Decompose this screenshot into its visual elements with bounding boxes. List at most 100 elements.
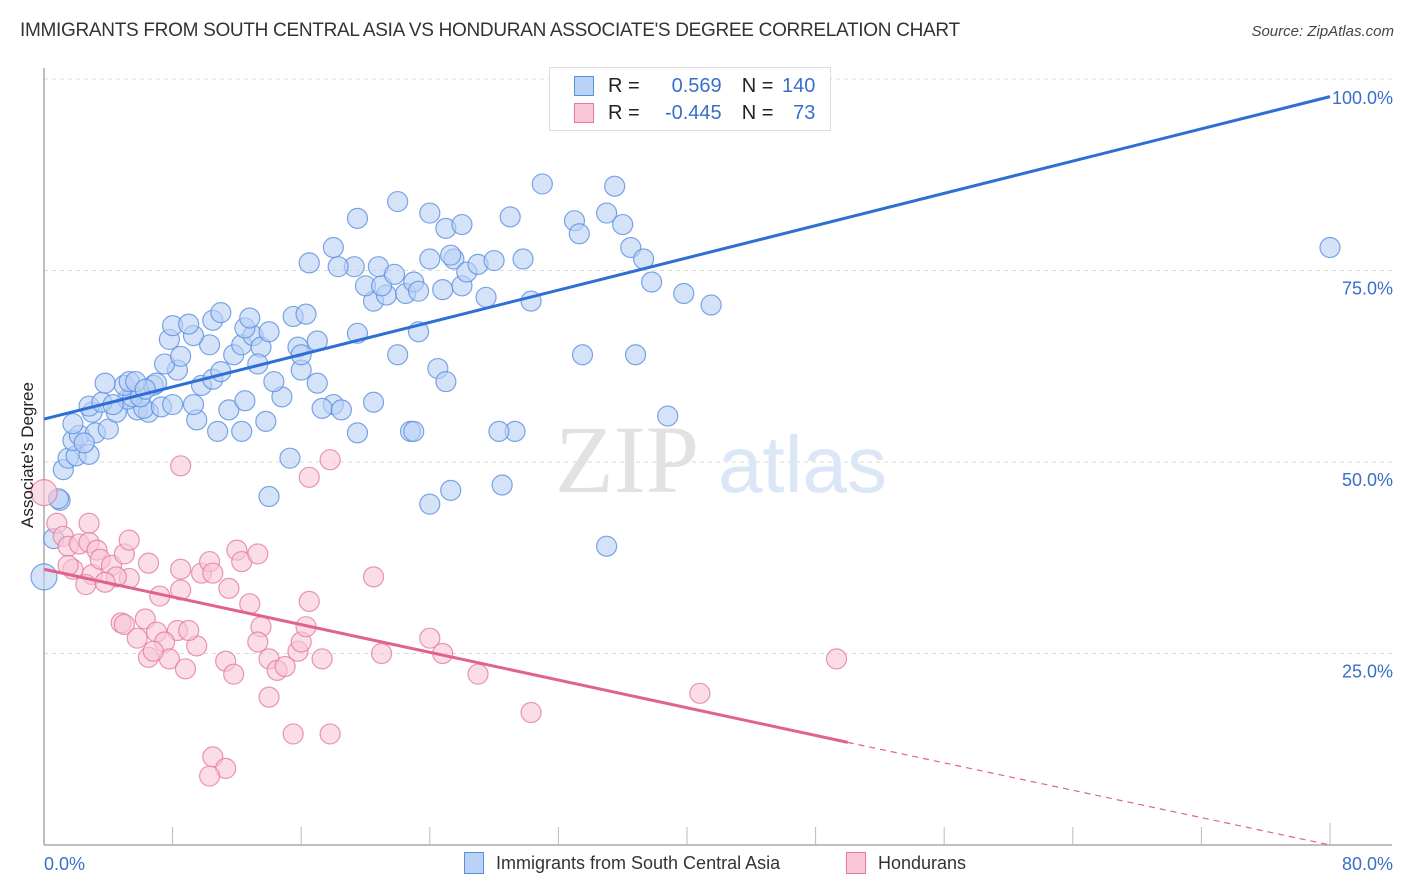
legend-row-south-central-asia: R = 0.569 N = 140 <box>574 73 815 99</box>
data-point <box>641 271 663 293</box>
data-point <box>202 562 224 584</box>
data-point <box>319 723 341 745</box>
data-point <box>207 420 229 442</box>
data-point <box>440 479 462 501</box>
data-point <box>624 344 647 366</box>
legend-n-label: N = <box>741 101 774 124</box>
data-point <box>604 175 626 197</box>
data-point <box>210 302 232 324</box>
data-point <box>440 244 462 266</box>
y-tick-label: 50.0% <box>1342 470 1393 490</box>
data-point <box>30 563 58 591</box>
data-point <box>311 397 333 419</box>
data-point <box>223 663 245 685</box>
data-point <box>673 282 695 305</box>
data-point <box>263 370 285 393</box>
data-point <box>73 432 95 454</box>
legend-label: Hondurans <box>878 852 967 873</box>
data-point <box>62 413 84 435</box>
data-point <box>178 313 200 335</box>
series-hondurans-points <box>30 449 848 787</box>
data-point <box>178 619 200 642</box>
data-point <box>94 372 116 394</box>
data-point <box>612 213 634 236</box>
data-point <box>170 558 192 580</box>
legend-item-south-central-asia[interactable]: Immigrants from South Central Asia <box>464 852 780 874</box>
data-point <box>255 410 277 433</box>
data-point <box>298 252 320 274</box>
data-point <box>218 577 240 599</box>
data-point <box>306 372 328 394</box>
legend-n-value: 73 <box>793 101 816 124</box>
data-point <box>657 405 679 427</box>
legend-r-label: R = <box>608 101 640 124</box>
data-point <box>488 420 510 442</box>
legend-n-value: 140 <box>782 74 816 97</box>
y-tick-label: 100.0% <box>1332 88 1393 108</box>
data-point <box>319 449 341 471</box>
legend-swatch-blue <box>464 852 484 874</box>
data-point <box>247 543 269 565</box>
data-point <box>387 344 409 366</box>
data-point <box>258 321 280 343</box>
data-point <box>198 765 221 787</box>
data-point <box>403 420 425 442</box>
data-point <box>387 190 409 213</box>
axes <box>43 68 1392 846</box>
watermark-zip: ZIP <box>555 406 699 513</box>
watermark: ZIP atlas <box>555 406 887 513</box>
data-point <box>170 345 192 367</box>
data-point <box>170 455 192 477</box>
trendline-hondurans-extrapolated <box>847 741 1331 846</box>
x-tick-label: 80.0% <box>1342 854 1393 874</box>
series-legend: Immigrants from South Central Asia Hondu… <box>0 852 1406 878</box>
legend-r-value: -0.445 <box>664 101 722 124</box>
data-point <box>311 648 333 670</box>
data-point <box>419 248 441 270</box>
data-point <box>419 202 441 224</box>
data-point <box>118 529 140 551</box>
data-point <box>174 658 197 680</box>
data-point <box>218 399 240 421</box>
data-point <box>419 493 441 515</box>
data-point <box>182 393 205 416</box>
legend-r-label: R = <box>608 74 640 97</box>
legend-swatch-blue <box>574 76 594 96</box>
data-point <box>370 642 393 665</box>
y-tick-label: 75.0% <box>1342 279 1393 299</box>
data-point <box>689 682 711 704</box>
data-point <box>279 447 301 469</box>
legend-label: Immigrants from South Central Asia <box>496 852 781 873</box>
data-point <box>700 294 722 316</box>
data-point <box>499 206 521 228</box>
data-point <box>568 223 590 245</box>
data-point <box>298 590 320 613</box>
data-point <box>383 263 406 285</box>
data-point <box>327 256 349 278</box>
source-attribution: Source: ZipAtlas.com <box>1251 23 1394 40</box>
legend-row-hondurans: R = -0.445 N = 73 <box>574 100 815 126</box>
data-point <box>346 207 369 230</box>
data-point <box>298 466 320 488</box>
data-point <box>142 640 164 662</box>
data-point <box>531 173 553 195</box>
data-point <box>162 393 184 416</box>
data-point <box>78 512 100 534</box>
data-point <box>30 479 58 507</box>
data-point <box>258 686 280 708</box>
data-point <box>825 648 848 670</box>
legend-swatch-pink <box>574 103 594 123</box>
data-point <box>274 655 296 678</box>
data-point <box>467 663 489 685</box>
chart-title: IMMIGRANTS FROM SOUTH CENTRAL ASIA VS HO… <box>20 20 960 41</box>
data-point <box>407 280 430 302</box>
data-point <box>596 535 618 557</box>
data-point <box>126 627 148 649</box>
legend-r-value: 0.569 <box>671 74 722 97</box>
data-point <box>435 370 457 393</box>
data-point <box>234 390 256 412</box>
legend-item-hondurans[interactable]: Hondurans <box>846 852 966 874</box>
data-point <box>258 485 280 508</box>
data-point <box>432 279 454 301</box>
data-point <box>231 420 253 442</box>
